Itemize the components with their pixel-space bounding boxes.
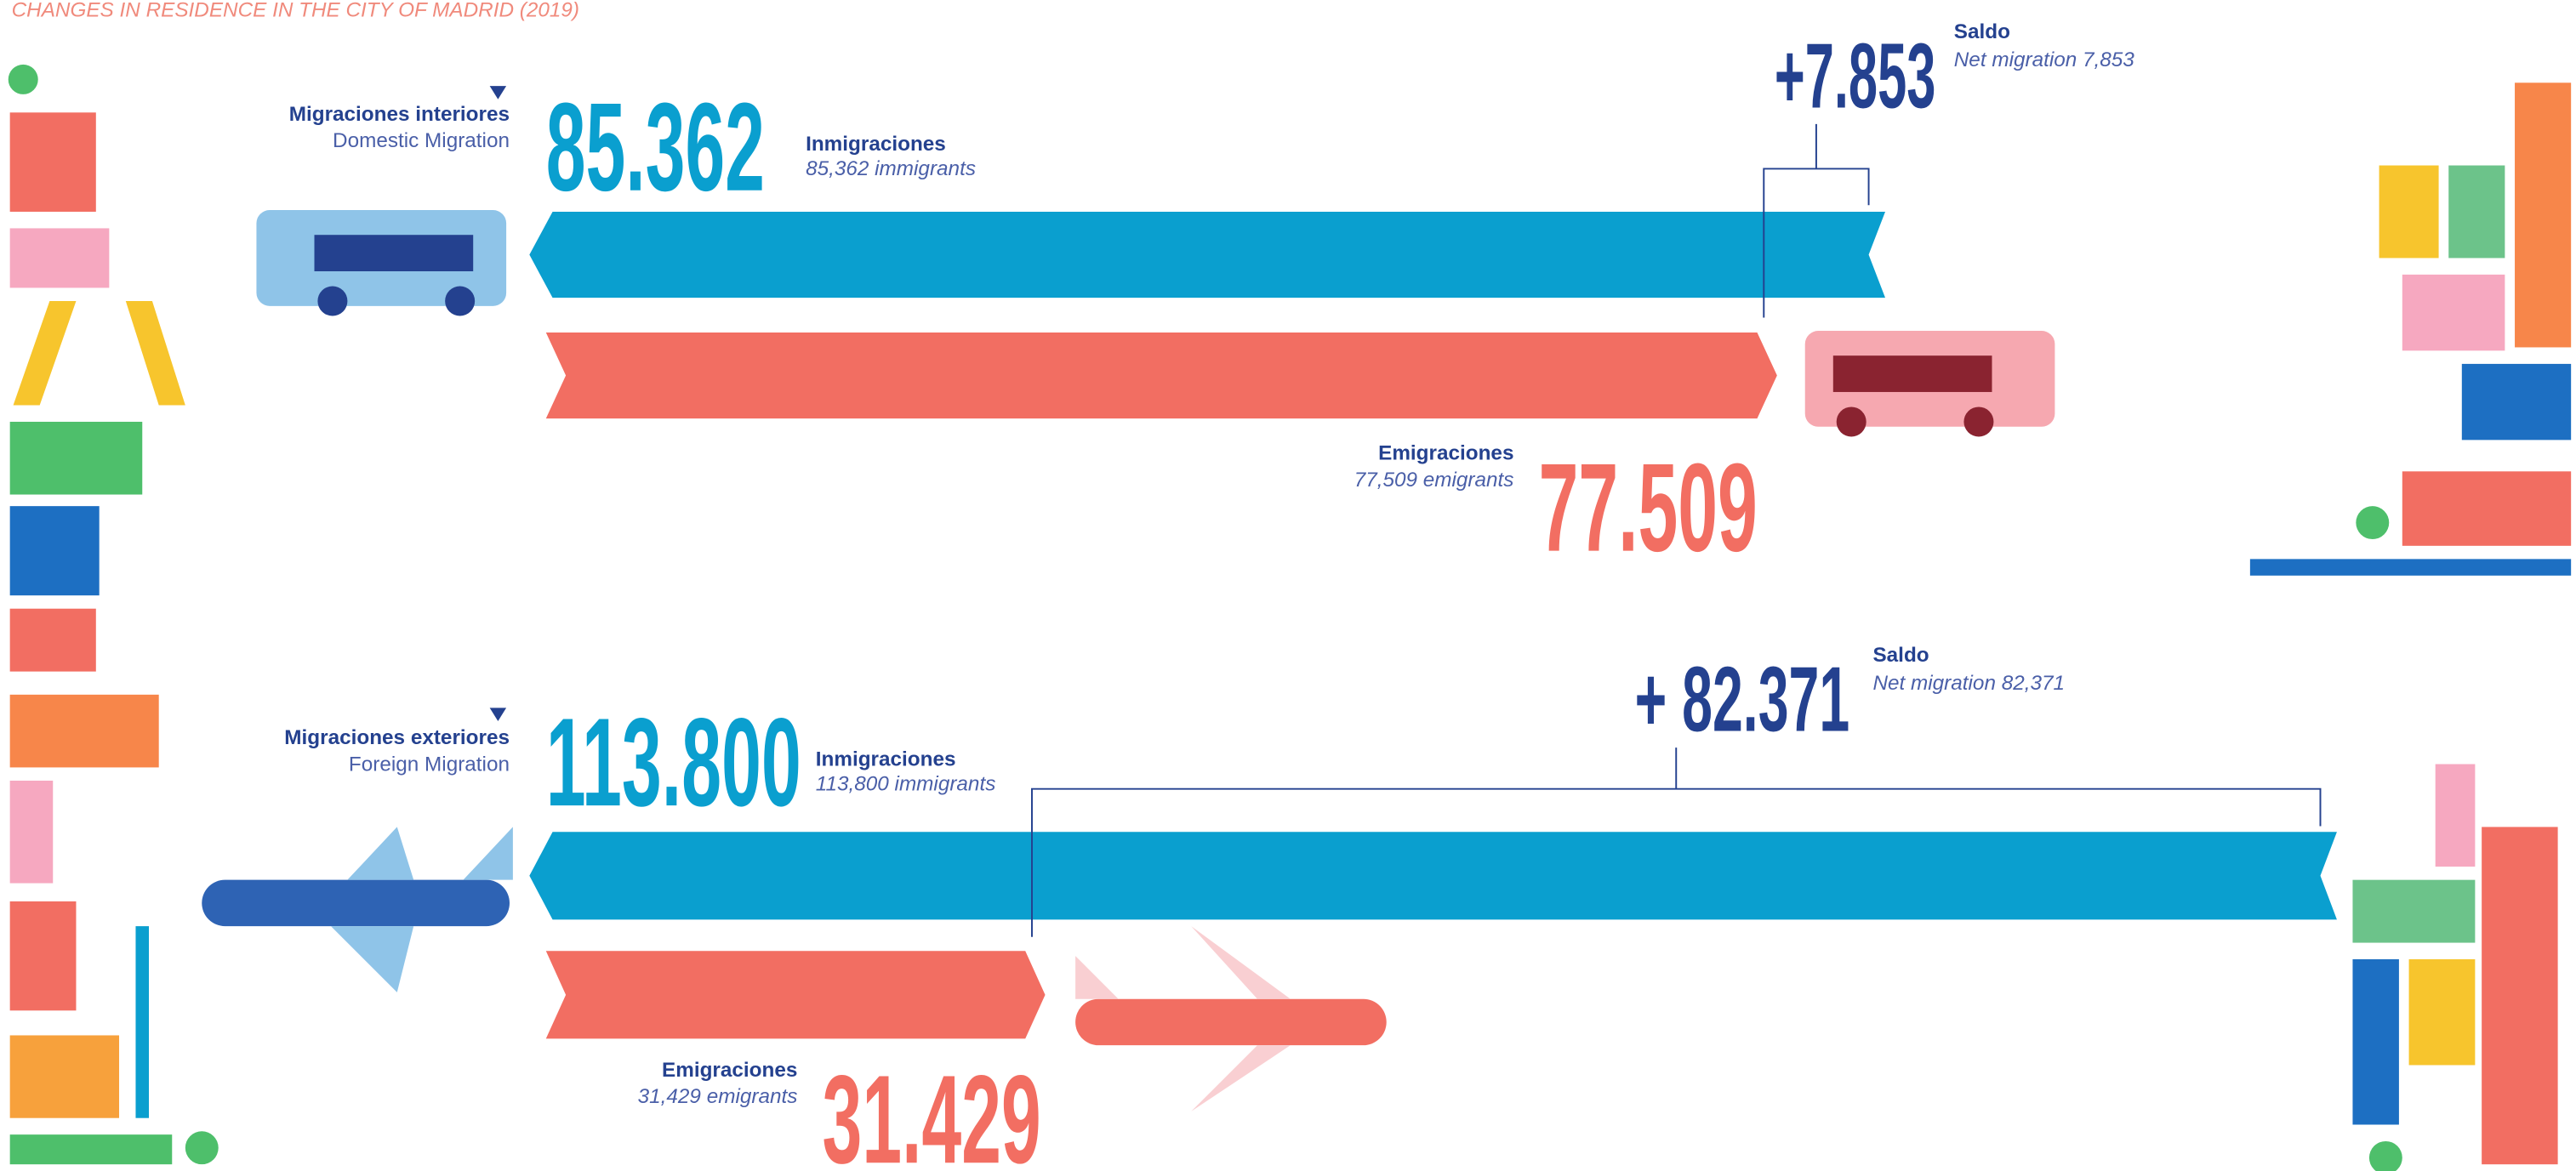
- net-label: Saldo: [1872, 644, 1929, 667]
- decorations: [8, 64, 2572, 1171]
- section-subtitle: Foreign Migration: [349, 753, 510, 776]
- category-label: Inmigraciones: [806, 133, 946, 156]
- big-number: 31.429: [823, 1049, 1041, 1171]
- net-note: Net migration 7,853: [1954, 48, 2135, 71]
- big-number: 113.800: [546, 692, 801, 833]
- category-label: Emigraciones: [1378, 442, 1513, 465]
- section-subtitle: Domestic Migration: [333, 129, 510, 152]
- net-note: Net migration 82,371: [1872, 672, 2065, 695]
- section-title: Migraciones exteriores: [284, 726, 510, 749]
- big-number: 85.362: [546, 77, 765, 218]
- immigration-arrow: [529, 832, 2337, 920]
- category-note: 113,800 immigrants: [816, 773, 996, 796]
- immigration-arrow: [529, 211, 1886, 298]
- category-label: Inmigraciones: [816, 748, 956, 770]
- net-label: Saldo: [1954, 20, 2010, 43]
- category-note: 31,429 emigrants: [638, 1085, 798, 1108]
- category-note: 85,362 immigrants: [806, 157, 976, 180]
- big-number: 77.509: [1539, 438, 1758, 578]
- category-label: Emigraciones: [662, 1059, 797, 1082]
- page-title: CHANGES IN RESIDENCE IN THE CITY OF MADR…: [12, 0, 579, 22]
- category-note: 77,509 emigrants: [1354, 469, 1514, 492]
- net-bracket: [1763, 123, 1870, 318]
- big-number: +7.853: [1775, 24, 1935, 128]
- section-title: Migraciones interiores: [289, 103, 510, 126]
- emigration-arrow: [545, 332, 1777, 419]
- big-number: + 82.371: [1635, 648, 1850, 752]
- section-marker: [489, 86, 507, 99]
- net-bracket: [1031, 748, 2322, 937]
- emigration-arrow: [545, 951, 1046, 1039]
- section-marker: [489, 708, 507, 721]
